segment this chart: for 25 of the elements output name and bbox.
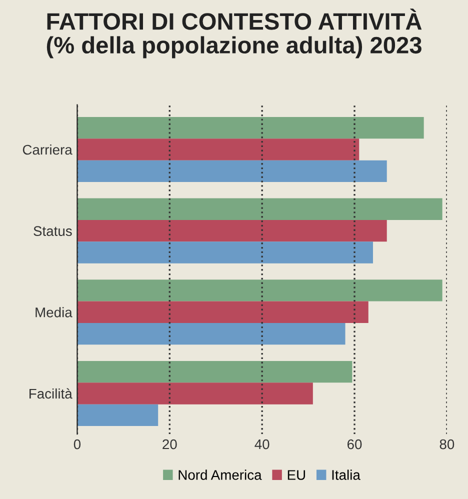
legend-label: EU — [288, 470, 305, 480]
y-tick-label: Facilità — [30, 388, 72, 399]
bar — [77, 280, 442, 302]
legend-label: Italia — [332, 470, 360, 480]
bar — [77, 220, 387, 242]
y-tick-label: Media — [36, 307, 72, 318]
y-tick-label: Status — [34, 226, 72, 236]
bar — [77, 404, 158, 426]
x-tick-label: 0 — [74, 439, 81, 450]
bar — [77, 160, 387, 182]
x-tick-label: 40 — [254, 439, 270, 450]
bar — [77, 322, 346, 345]
bar — [77, 116, 424, 139]
bar — [77, 198, 442, 220]
chart-title: FATTORI DI CONTESTO ATTIVITÀ (% della popolazione adulta) 2023 — [46, 8, 422, 58]
x-tick-label: 80 — [440, 439, 454, 450]
bar — [77, 382, 313, 404]
bar — [77, 242, 373, 264]
legend-label: Nord America — [178, 470, 262, 480]
bar — [77, 360, 352, 383]
x-tick-label: 20 — [162, 439, 177, 450]
x-tick-label: 60 — [347, 439, 362, 450]
bar — [77, 138, 360, 160]
y-tick-label: Carriera — [22, 144, 72, 155]
bar — [77, 301, 368, 323]
